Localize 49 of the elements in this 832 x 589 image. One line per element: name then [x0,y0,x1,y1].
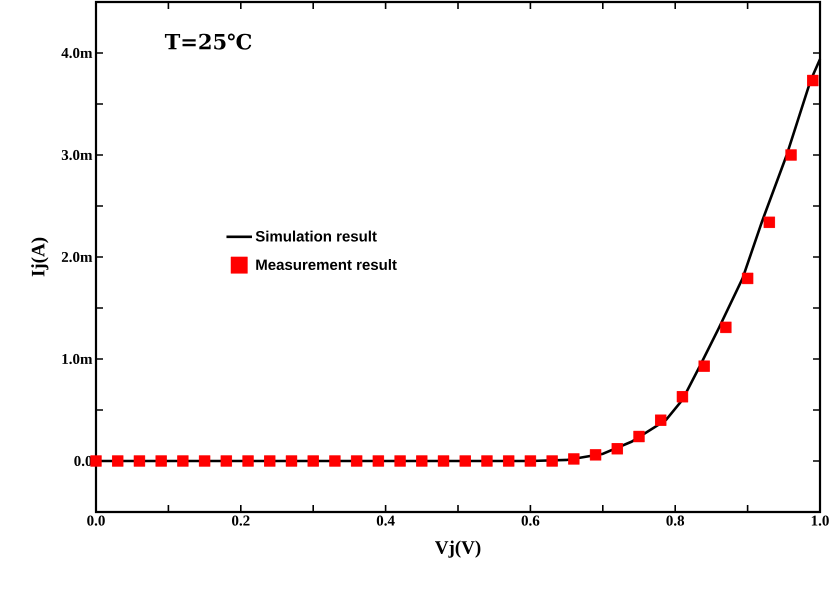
x-tick-label: 0.4 [376,516,395,526]
point [612,443,623,454]
point [655,414,666,426]
point [568,453,580,465]
point [764,216,776,228]
point [198,455,210,467]
x-tick-label: 0.0 [87,516,105,526]
point [177,455,189,467]
point [807,74,818,86]
point [220,455,232,467]
point [286,455,298,467]
x-tick-label: 1.0 [812,516,829,526]
point [785,149,797,161]
point [394,455,406,467]
point [438,455,450,467]
point [112,455,124,467]
point [590,449,602,461]
point [720,322,732,334]
point [416,455,428,467]
point [155,455,167,467]
point [698,360,710,372]
point [308,455,319,467]
y-tick-label: 4.0m [61,48,92,58]
point [372,455,384,467]
annotation: T=25℃ [164,34,252,50]
point [329,455,341,467]
point [546,455,558,467]
point [350,455,362,467]
point [502,455,514,467]
point [90,455,102,467]
x-axis-title: Vj(V) [435,540,480,558]
x-tick-label: 0.6 [522,516,540,526]
point [242,455,254,467]
x-tick-label: 0.2 [232,516,250,526]
point [742,272,754,284]
point [134,455,146,467]
y-tick-label: 3.0m [62,150,92,160]
point [264,455,276,467]
point [676,391,688,402]
y-tick-label: 1.0m [62,354,92,364]
point [460,455,471,467]
point [524,455,536,467]
x-tick-label: 0.8 [666,516,684,526]
point [633,430,645,442]
legend-label: Measurement result [256,259,397,270]
y-tick-label: 2.0m [62,252,92,262]
point [481,455,493,467]
y-axis-title: Ij(A) [31,238,48,276]
legend-label: Simulation result [256,230,377,242]
